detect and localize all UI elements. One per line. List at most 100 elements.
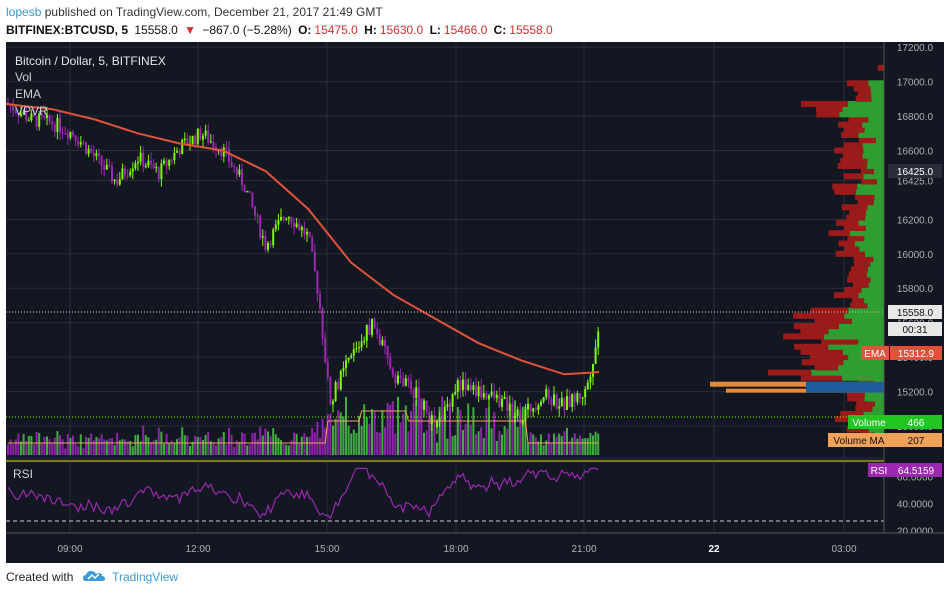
vpvr-down-bar	[832, 183, 858, 190]
chart-title: Bitcoin / Dollar, 5, BITFINEX	[15, 54, 166, 68]
rsi-line	[7, 467, 599, 520]
rsi-tick-label: 60.0000	[897, 472, 934, 483]
candle-body	[524, 409, 527, 421]
price-label-16425-text: 16425.0	[897, 167, 934, 178]
vpvr-up-bar	[811, 369, 892, 376]
candle-body	[339, 370, 342, 390]
vpvr-up-bar	[858, 338, 892, 345]
vpvr-down-bar	[846, 80, 869, 87]
candle-body	[360, 341, 363, 348]
volume-ma-tag-value: 207	[908, 436, 925, 447]
low-value: 15466.0	[443, 23, 488, 37]
volume-bar	[313, 432, 316, 455]
vpvr-up-bar	[870, 261, 892, 268]
vpvr-up-bar	[851, 317, 892, 324]
vpvr-down-bar	[847, 235, 865, 242]
candle-body	[423, 400, 425, 410]
candle-body	[417, 387, 420, 399]
volume-bar	[124, 439, 126, 455]
volume-bar	[376, 432, 379, 455]
vpvr-up-bar	[849, 230, 892, 237]
vpvr-down-bar	[828, 230, 850, 237]
volume-tag-value: 466	[908, 418, 925, 429]
chart-canvas[interactable]: 17200.0 17000.0 16800.0 16600.0 16425.0 16200…	[6, 42, 944, 563]
volume-bar	[446, 438, 449, 455]
legend-ema[interactable]: EMA	[15, 87, 41, 101]
candlesticks	[7, 97, 600, 434]
volume-bar	[537, 441, 540, 455]
candle-body	[389, 357, 392, 369]
last-price-tag-text: 15558.0	[897, 308, 934, 319]
candle-body	[150, 160, 152, 164]
volume-bar	[238, 442, 241, 455]
volume-bar	[516, 427, 519, 455]
vpvr-up-bar	[854, 240, 892, 247]
candle-body	[477, 386, 480, 397]
vpvr-up-bar	[866, 162, 892, 169]
volume-bar	[147, 437, 150, 455]
candle-body	[95, 153, 98, 157]
candle-body	[134, 163, 137, 169]
volume-bar	[430, 415, 433, 455]
volume-bar	[584, 438, 587, 455]
candle-body	[121, 168, 124, 180]
volume-bar	[519, 412, 522, 455]
volume-bar	[163, 443, 165, 455]
volume-bar	[456, 407, 459, 455]
volume-bar	[207, 432, 210, 455]
volume-bar	[347, 425, 350, 455]
vpvr-down-bar	[856, 400, 875, 407]
rsi-tag-label: RSI	[871, 466, 888, 477]
candle-body	[98, 153, 100, 156]
candle-body	[308, 231, 311, 237]
candle-body	[111, 166, 113, 182]
legend-vol[interactable]: Vol	[15, 70, 32, 84]
volume-bar	[420, 404, 423, 455]
vpvr-up-bar	[844, 312, 892, 319]
candle-body	[368, 324, 371, 335]
candle-body	[22, 111, 25, 114]
volume-bar	[485, 407, 488, 455]
pane-separator[interactable]	[6, 457, 884, 463]
volume-bar	[87, 437, 90, 455]
volume-bar	[469, 424, 472, 455]
candle-body	[157, 167, 160, 180]
volume-bar	[586, 438, 589, 455]
candle-body	[103, 165, 106, 170]
legend-vpvr[interactable]: VPVR	[15, 104, 48, 118]
candle-body	[558, 406, 561, 409]
volume-bar	[428, 412, 431, 455]
vpvr-up-bar	[871, 95, 892, 102]
vpvr-up-bar	[872, 405, 892, 412]
volume-bar	[272, 428, 275, 455]
vpvr-up-bar	[871, 90, 892, 97]
time-axis[interactable]	[6, 533, 944, 563]
vpvr-poc-bar	[710, 381, 890, 387]
candle-body	[592, 363, 594, 377]
volume-bar	[550, 443, 553, 455]
candle-body	[108, 164, 111, 167]
candle-body	[160, 163, 163, 180]
ohlc-line: BITFINEX:BTCUSD, 5 15558.0 ▼ −867.0 (−5.…	[6, 21, 946, 39]
rsi-tag: RSI 64.5159	[868, 463, 942, 477]
candle-body	[566, 396, 568, 410]
candle-body	[30, 113, 33, 121]
legend-rsi[interactable]: RSI	[13, 467, 33, 481]
candle-body	[20, 113, 22, 116]
vpvr-down-bar	[834, 416, 861, 423]
volume-bar	[79, 434, 82, 455]
price-scale[interactable]	[884, 42, 944, 533]
open-label: O:	[298, 23, 312, 37]
author-link[interactable]: lopesb	[6, 5, 42, 19]
vpvr-down-bar	[846, 214, 866, 221]
vpvr-down-bar	[840, 157, 868, 164]
vpvr-up-bar	[865, 209, 892, 216]
vpvr-down-bar	[843, 152, 863, 159]
tradingview-link[interactable]: TradingView	[112, 570, 179, 584]
volume-bar	[48, 439, 51, 455]
candle-body	[563, 397, 566, 410]
volume-bar	[389, 404, 392, 455]
candle-body	[186, 138, 189, 146]
vpvr-up-bar	[843, 359, 892, 366]
candle-body	[43, 116, 46, 118]
